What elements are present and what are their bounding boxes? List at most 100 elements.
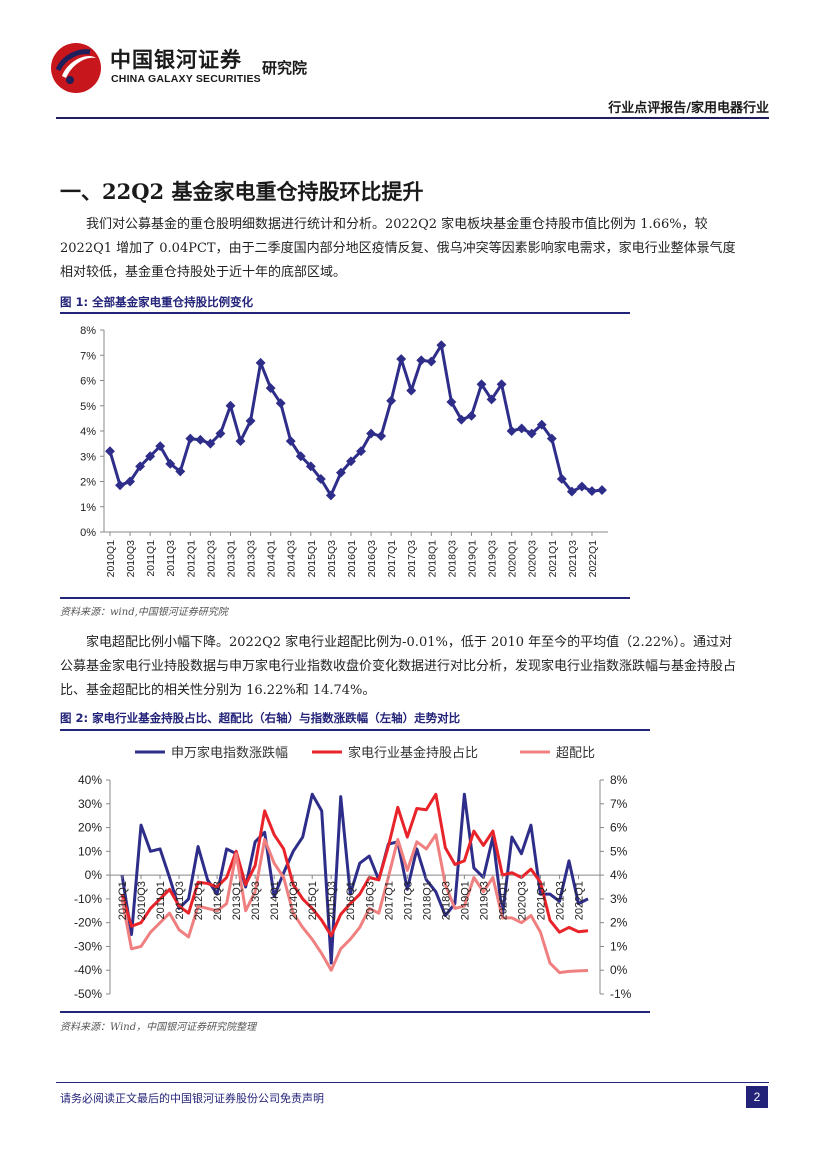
x-tick-label: 2022Q1 (573, 881, 585, 920)
x-tick-label: 2010Q1 (117, 881, 129, 920)
x-tick-label: 2013Q1 (231, 881, 243, 920)
data-point (135, 461, 146, 472)
data-point (506, 426, 517, 436)
x-tick-label: 2018Q3 (446, 540, 458, 578)
data-point (145, 451, 156, 462)
data-point (346, 456, 356, 467)
x-tick-label: 2012Q1 (185, 540, 197, 578)
data-point (597, 485, 607, 496)
x-tick-label: 2013Q3 (246, 540, 258, 578)
x-tick-label: 2012Q3 (205, 540, 217, 578)
data-point (225, 400, 236, 411)
y-tick-label: 4% (80, 426, 96, 438)
galaxy-logo-icon (51, 43, 101, 93)
data-point (165, 458, 176, 469)
x-tick-label: 2020Q1 (507, 540, 519, 578)
x-tick-label: 2021Q3 (554, 881, 566, 920)
data-point (325, 490, 336, 501)
data-point (115, 480, 125, 491)
right-y-tick-label: 2% (610, 916, 628, 930)
x-tick-label: 2020Q3 (516, 881, 528, 920)
left-y-tick-label: -10% (74, 892, 102, 906)
data-point (576, 481, 587, 492)
x-tick-label: 2019Q1 (459, 881, 471, 920)
x-tick-label: 2017Q3 (406, 540, 418, 578)
x-tick-label: 2020Q3 (527, 540, 539, 578)
legend-label: 申万家电指数涨跌幅 (171, 745, 288, 760)
figure-2-chart: 申万家电指数涨跌幅 家电行业基金持股占比 超配比 -50% -40% -30% -20% -1… (74, 745, 632, 1001)
x-tick-label: 2021Q3 (567, 540, 579, 578)
data-point (416, 355, 427, 366)
data-point (587, 486, 597, 497)
right-y-tick-label: 6% (610, 821, 628, 835)
series-line (108, 343, 603, 497)
y-tick-label: 8% (80, 325, 96, 337)
figure-1-top-rule (60, 312, 630, 314)
x-tick-label: 2012Q3 (212, 881, 224, 920)
data-point (406, 385, 417, 396)
data-point (285, 436, 296, 447)
y-tick-label: 7% (80, 350, 96, 362)
right-y-tick-label: 3% (610, 892, 628, 906)
x-tick-label: 2014Q1 (266, 540, 278, 578)
data-point (376, 431, 387, 441)
footer-divider (56, 1082, 769, 1083)
data-point (205, 438, 216, 449)
x-tick-label: 2015Q1 (306, 540, 318, 578)
x-tick-label: 2015Q3 (326, 540, 338, 578)
series-line-3 (120, 833, 589, 975)
right-y-tick-label: 1% (610, 939, 628, 953)
section-title: 一、22Q2 基金家电重仓持股环比提升 (60, 179, 424, 204)
x-tick-label: 2019Q1 (466, 540, 478, 578)
data-point (105, 446, 115, 457)
page-number: 2 (746, 1086, 768, 1108)
x-tick-label: 2013Q3 (250, 881, 262, 920)
data-point (305, 461, 316, 472)
x-tick-label: 2011Q3 (165, 540, 177, 577)
left-y-tick-label: 20% (78, 821, 102, 835)
x-tick-label: 2016Q1 (345, 881, 357, 920)
y-tick-label: 1% (80, 502, 96, 514)
legend-label: 家电行业基金持股占比 (348, 745, 478, 760)
right-y-tick-label: 5% (610, 844, 628, 858)
right-y-tick-label: 4% (610, 868, 628, 882)
paragraph-1: 我们对公募基金的重仓股明细数据进行统计和分析。2022Q2 家电板块基金重仓持股… (60, 217, 736, 280)
footer-disclaimer: 请务必阅读正文最后的中国银河证券股份公司免责声明 (60, 1092, 324, 1105)
x-tick-label: 2017Q1 (383, 881, 395, 920)
brand-name-en: CHINA GALAXY SECURITIES (111, 73, 261, 85)
right-y-tick-label: 8% (610, 773, 628, 787)
data-point (516, 423, 527, 434)
data-point (356, 446, 366, 457)
right-y-tick-label: -1% (610, 987, 632, 1001)
data-point (195, 434, 206, 445)
x-tick-label: 2021Q1 (535, 881, 547, 920)
data-point (215, 428, 226, 439)
x-tick-label: 2021Q1 (547, 540, 559, 578)
x-tick-label: 2017Q1 (386, 540, 398, 578)
left-y-tick-label: 10% (78, 844, 102, 858)
left-y-tick-label: -20% (74, 916, 102, 930)
data-point (265, 383, 276, 394)
data-point (556, 474, 567, 484)
brand-name-cn: 中国银河证券 (110, 48, 242, 72)
left-y-tick-label: 0% (85, 868, 103, 882)
legend-label: 超配比 (556, 745, 595, 760)
y-tick-label: 6% (80, 376, 96, 388)
series-line-1 (120, 792, 589, 965)
x-tick-label: 2016Q1 (346, 540, 358, 578)
x-tick-label: 2022Q1 (587, 540, 599, 578)
paragraph-2: 家电超配比例小幅下降。2022Q2 家电行业超配比例为-0.01%，低于 201… (60, 635, 737, 698)
x-tick-label: 2015Q1 (307, 881, 319, 920)
y-tick-label: 2% (80, 477, 96, 489)
figure-1-bottom-rule (60, 597, 630, 599)
report-category: 行业点评报告/家用电器行业 (608, 101, 769, 116)
left-y-tick-label: 40% (78, 773, 102, 787)
right-y-tick-label: 7% (610, 797, 628, 811)
data-point (546, 433, 557, 444)
x-tick-label: 2010Q1 (105, 540, 117, 578)
figure-1-title: 图 1: 全部基金家电重仓持股比例变化 (60, 295, 254, 309)
x-tick-label: 2010Q3 (125, 540, 137, 578)
y-tick-label: 0% (80, 527, 96, 539)
x-tick-label: 2011Q1 (145, 540, 157, 577)
figure-2-top-rule (60, 729, 650, 731)
